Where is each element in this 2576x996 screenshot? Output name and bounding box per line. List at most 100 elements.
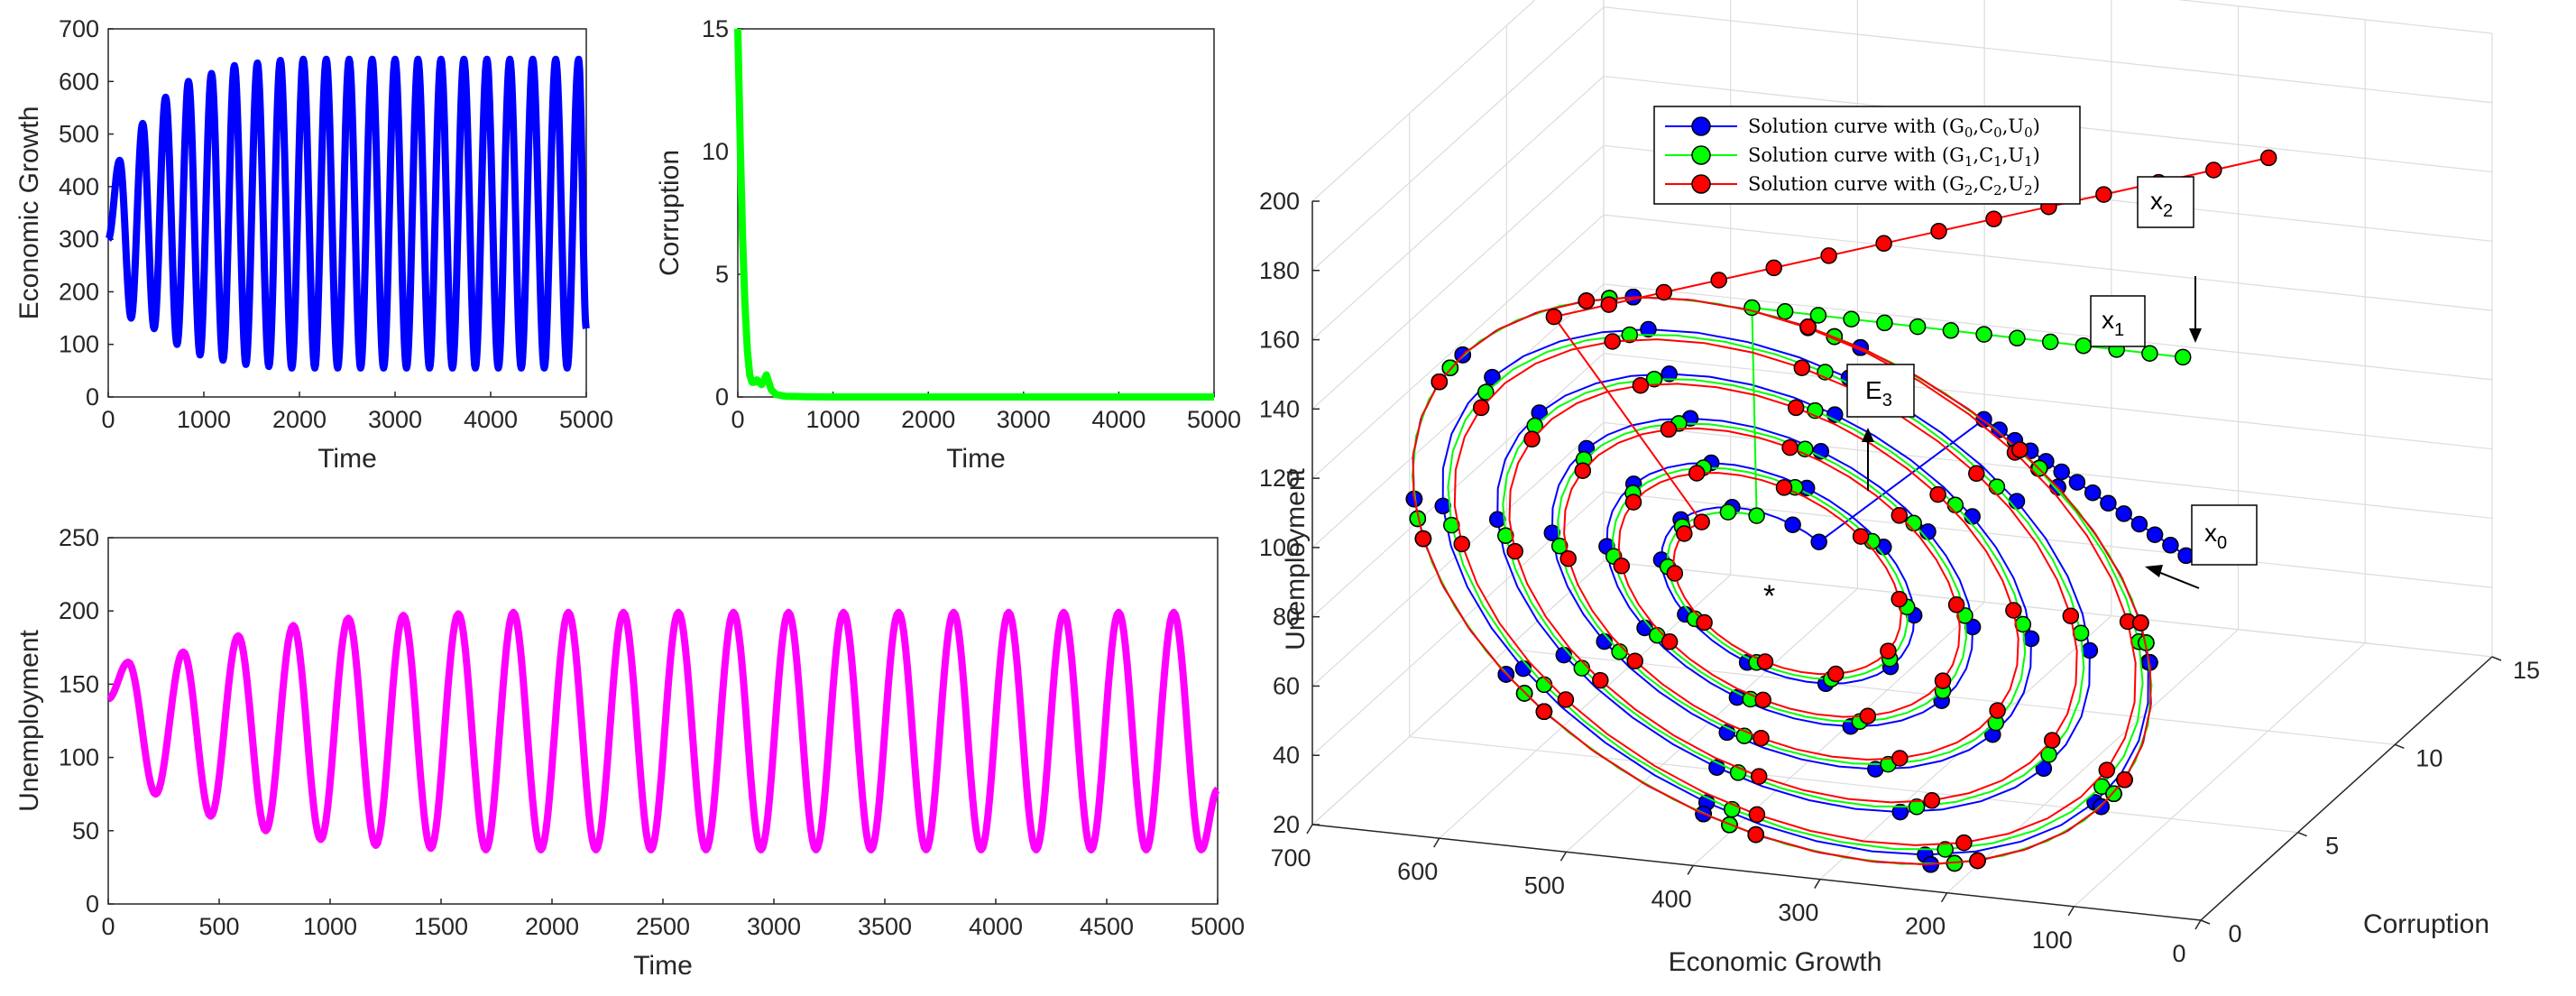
unemp-xtick-label: 1000 xyxy=(303,913,357,940)
p3-grid-line xyxy=(1603,6,2493,104)
curve-0-marker xyxy=(2008,493,2026,510)
corr-ytick-label: 5 xyxy=(715,261,729,288)
curve-2-marker xyxy=(1799,318,1817,336)
legend-label-0: Solution curve with (G0,C0,U0) xyxy=(1748,115,2040,141)
corr-xtick-label: 0 xyxy=(731,406,744,433)
curve-2-marker xyxy=(1523,430,1541,448)
p3-g-axis xyxy=(1311,824,2202,921)
corr-xtick-label: 1000 xyxy=(806,406,860,433)
curve-2-marker xyxy=(1574,462,1592,479)
p3-xtick-label: 300 xyxy=(1778,899,1818,927)
curve-2-marker xyxy=(1535,703,1553,721)
curve-1-marker xyxy=(1809,307,1827,324)
corr-axes-box xyxy=(737,28,1215,398)
curve-2-marker xyxy=(1934,672,1952,689)
curve-1-marker xyxy=(1776,303,1794,320)
curve-0-marker xyxy=(1488,511,1506,529)
p3-ztick-label: 120 xyxy=(1259,465,1300,492)
curve-1-marker xyxy=(1843,310,1860,327)
curve-2-marker xyxy=(1506,542,1523,560)
p3-xtick-mark xyxy=(2194,919,2202,930)
unemp-ytick-label: 150 xyxy=(59,670,99,697)
p3-grid-line xyxy=(1819,615,2112,881)
curve-2-marker xyxy=(1781,438,1799,456)
corr-xlabel: Time xyxy=(946,444,1006,474)
econ-ytick-label: 700 xyxy=(59,15,99,42)
curve-0-marker xyxy=(2130,515,2148,533)
e3-label: E3 xyxy=(1865,376,1892,410)
corr-ylabel: Corruption xyxy=(655,150,685,276)
p3-xtick-mark xyxy=(1814,879,1821,889)
curve-1-marker xyxy=(2141,345,2158,362)
x1-box xyxy=(2090,295,2146,347)
econ-ytick-label: 300 xyxy=(59,226,99,253)
curve-0-marker xyxy=(1484,368,1501,386)
curve-2-marker xyxy=(1693,513,1710,530)
x2-arrowhead xyxy=(2189,328,2202,343)
curve-2-marker xyxy=(1947,596,1965,613)
curve-0-marker xyxy=(2100,494,2117,512)
curve-2-marker xyxy=(1661,633,1679,650)
curve-0-marker xyxy=(1640,320,1657,338)
curve-2-marker xyxy=(1557,691,1575,708)
x0-arrowhead xyxy=(2145,565,2163,577)
curve-1-marker xyxy=(1748,507,1765,524)
curve-0-marker xyxy=(2115,505,2132,522)
curve-2-marker xyxy=(1431,373,1449,391)
curve-2-marker xyxy=(1820,247,1837,264)
curve-2-marker xyxy=(1875,235,1892,253)
p3-ztick-label: 160 xyxy=(1259,327,1300,354)
curve-2-marker xyxy=(2062,607,2080,624)
curve-1-marker xyxy=(1909,318,1927,336)
p3-ytick-label: 10 xyxy=(2415,744,2443,771)
p3-ytick-mark xyxy=(2297,831,2307,837)
unemp-chart: 0 500 1000 1500 2000 2500 3000 3500 4000 4500 5000… xyxy=(14,524,1245,981)
curve-0-marker xyxy=(1991,421,2008,438)
p3-xtick-mark xyxy=(1559,851,1568,862)
p3-xtick-label: 0 xyxy=(2172,940,2185,967)
curve-2-marker xyxy=(1880,642,1897,659)
curve-2-marker xyxy=(1626,652,1643,669)
x2-box xyxy=(2137,176,2194,228)
curve-2-marker xyxy=(1793,359,1811,376)
e3-box xyxy=(1846,364,1915,418)
p3-ytick-label: 5 xyxy=(2325,833,2339,860)
curve-1-marker xyxy=(2041,333,2059,351)
curve-0-marker xyxy=(2084,484,2102,502)
p3-ytick-mark xyxy=(2395,743,2405,750)
curve-2-line xyxy=(1412,156,2269,866)
corr-xtick-label: 2000 xyxy=(901,406,955,433)
p3-xtick-mark xyxy=(2067,906,2075,917)
unemp-ytick-label: 50 xyxy=(72,817,99,844)
p3-grid-line xyxy=(1311,6,1605,272)
econ-ytick-label: 0 xyxy=(86,383,99,410)
curve-2-marker xyxy=(1604,333,1621,350)
curve-2-marker xyxy=(1578,292,1596,309)
p3-xtick-label: 700 xyxy=(1270,844,1311,872)
p3-c-axis xyxy=(2200,656,2493,921)
x0-arrow xyxy=(2153,569,2200,589)
corr-chart: 0 1000 2000 3000 4000 5000 0 5 10 15 Time Corrupt… xyxy=(655,15,1241,474)
p3-ztick-label: 140 xyxy=(1259,395,1300,422)
curve-1-marker xyxy=(1876,314,1893,332)
curve-1-marker xyxy=(2105,785,2122,803)
curve-2-marker xyxy=(1775,479,1793,496)
curve-2-marker xyxy=(1676,525,1693,542)
curve-0-marker xyxy=(1810,533,1827,550)
curve-0-marker xyxy=(2053,463,2070,481)
corr-xtick-label: 3000 xyxy=(997,406,1051,433)
curve-0-marker xyxy=(1514,659,1532,678)
unemp-xlabel: Time xyxy=(633,951,693,981)
unemp-ytick-label: 100 xyxy=(59,744,99,771)
curve-2-marker xyxy=(1414,530,1432,548)
unemp-ytick-label: 0 xyxy=(86,890,99,918)
curve-1-marker xyxy=(1905,514,1922,532)
econ-ytick-label: 500 xyxy=(59,121,99,148)
econ-xtick-label: 1000 xyxy=(177,406,231,433)
p3-xtick-label: 100 xyxy=(2032,927,2073,954)
p3-ytick-label: 0 xyxy=(2228,920,2241,947)
curve-0-marker xyxy=(1891,803,1909,821)
p3-grid-line xyxy=(1603,491,2493,588)
curve-1-marker xyxy=(1975,326,1992,343)
